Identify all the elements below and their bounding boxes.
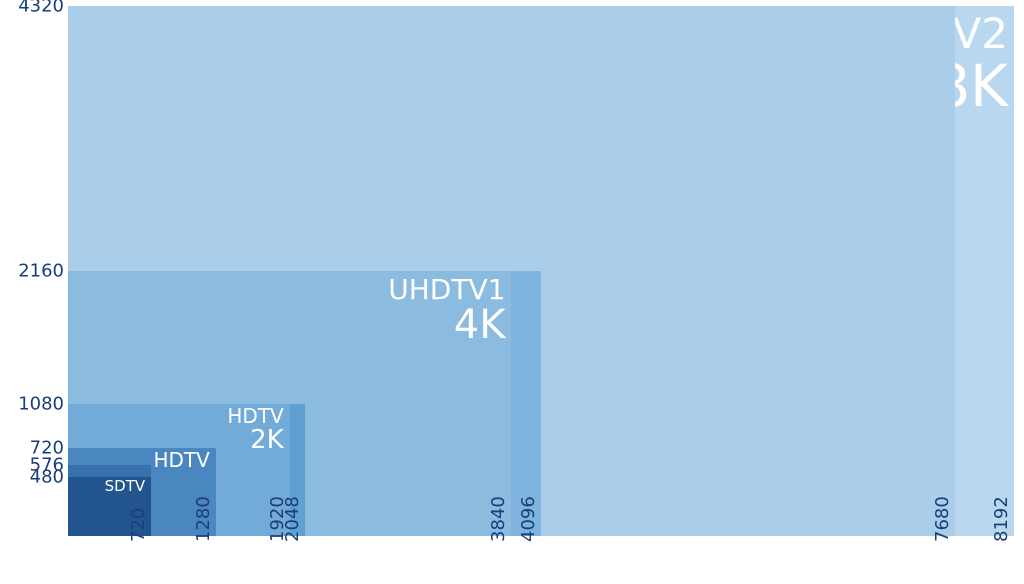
- y-tick-4320: 4320: [18, 0, 64, 17]
- x-tick-7680: 7680: [932, 496, 953, 542]
- y-tick-2160: 2160: [18, 261, 64, 282]
- uhdtv1-4k-label: UHDTV14K: [388, 275, 505, 346]
- resolution-diagram: UHDTV28KUHDTV14KHDTV2KHDTVSDTV 432021601…: [0, 0, 1024, 584]
- hdtv-720-label: HDTV: [153, 450, 209, 471]
- x-tick-8192: 8192: [991, 496, 1012, 542]
- x-tick-720: 720: [128, 508, 149, 542]
- y-tick-480: 480: [30, 467, 64, 488]
- x-tick-2048: 2048: [282, 496, 303, 542]
- x-tick-1280: 1280: [193, 496, 214, 542]
- sdtv-480-label: SDTV: [105, 479, 146, 495]
- x-tick-4096: 4096: [518, 496, 539, 542]
- hdtv-2k-label: HDTV2K: [227, 406, 283, 454]
- x-tick-3840: 3840: [488, 496, 509, 542]
- y-tick-1080: 1080: [18, 393, 64, 414]
